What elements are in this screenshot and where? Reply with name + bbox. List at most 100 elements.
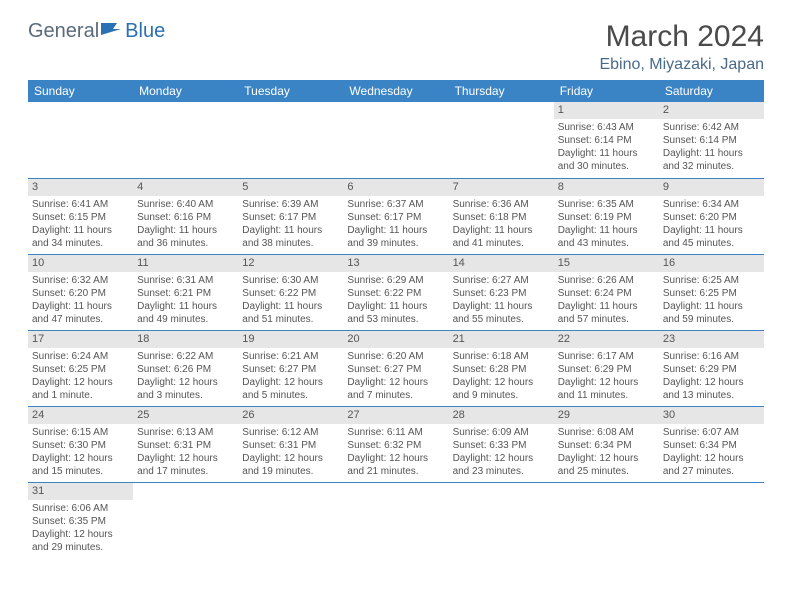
day-number-empty bbox=[659, 483, 764, 500]
calendar-cell: 11Sunrise: 6:31 AMSunset: 6:21 PMDayligh… bbox=[133, 254, 238, 330]
day-details: Sunrise: 6:25 AMSunset: 6:25 PMDaylight:… bbox=[659, 272, 764, 328]
calendar-cell: 18Sunrise: 6:22 AMSunset: 6:26 PMDayligh… bbox=[133, 330, 238, 406]
calendar-cell: 17Sunrise: 6:24 AMSunset: 6:25 PMDayligh… bbox=[28, 330, 133, 406]
calendar-row: 24Sunrise: 6:15 AMSunset: 6:30 PMDayligh… bbox=[28, 406, 764, 482]
day-details: Sunrise: 6:20 AMSunset: 6:27 PMDaylight:… bbox=[343, 348, 448, 404]
day-number: 20 bbox=[343, 331, 448, 348]
day-number: 15 bbox=[554, 255, 659, 272]
calendar-cell: 7Sunrise: 6:36 AMSunset: 6:18 PMDaylight… bbox=[449, 178, 554, 254]
calendar-cell: 16Sunrise: 6:25 AMSunset: 6:25 PMDayligh… bbox=[659, 254, 764, 330]
calendar-row: 3Sunrise: 6:41 AMSunset: 6:15 PMDaylight… bbox=[28, 178, 764, 254]
day-number: 12 bbox=[238, 255, 343, 272]
calendar-cell: 15Sunrise: 6:26 AMSunset: 6:24 PMDayligh… bbox=[554, 254, 659, 330]
calendar-cell: 2Sunrise: 6:42 AMSunset: 6:14 PMDaylight… bbox=[659, 102, 764, 178]
day-number-empty bbox=[343, 102, 448, 119]
calendar-cell: 12Sunrise: 6:30 AMSunset: 6:22 PMDayligh… bbox=[238, 254, 343, 330]
day-number: 31 bbox=[28, 483, 133, 500]
day-details: Sunrise: 6:32 AMSunset: 6:20 PMDaylight:… bbox=[28, 272, 133, 328]
calendar-row: 17Sunrise: 6:24 AMSunset: 6:25 PMDayligh… bbox=[28, 330, 764, 406]
flag-icon bbox=[101, 20, 123, 43]
calendar-cell bbox=[133, 102, 238, 178]
day-details: Sunrise: 6:11 AMSunset: 6:32 PMDaylight:… bbox=[343, 424, 448, 480]
calendar-cell bbox=[343, 482, 448, 558]
weekday-header: Thursday bbox=[449, 80, 554, 102]
calendar-cell bbox=[133, 482, 238, 558]
day-number: 5 bbox=[238, 179, 343, 196]
day-details: Sunrise: 6:34 AMSunset: 6:20 PMDaylight:… bbox=[659, 196, 764, 252]
calendar-cell: 8Sunrise: 6:35 AMSunset: 6:19 PMDaylight… bbox=[554, 178, 659, 254]
calendar-cell: 28Sunrise: 6:09 AMSunset: 6:33 PMDayligh… bbox=[449, 406, 554, 482]
day-details: Sunrise: 6:27 AMSunset: 6:23 PMDaylight:… bbox=[449, 272, 554, 328]
calendar-cell: 10Sunrise: 6:32 AMSunset: 6:20 PMDayligh… bbox=[28, 254, 133, 330]
calendar-table: Sunday Monday Tuesday Wednesday Thursday… bbox=[28, 80, 764, 558]
day-number: 6 bbox=[343, 179, 448, 196]
day-number-empty bbox=[449, 102, 554, 119]
day-details: Sunrise: 6:31 AMSunset: 6:21 PMDaylight:… bbox=[133, 272, 238, 328]
calendar-cell: 29Sunrise: 6:08 AMSunset: 6:34 PMDayligh… bbox=[554, 406, 659, 482]
title-block: March 2024 Ebino, Miyazaki, Japan bbox=[599, 20, 764, 74]
weekday-header: Sunday bbox=[28, 80, 133, 102]
day-details: Sunrise: 6:18 AMSunset: 6:28 PMDaylight:… bbox=[449, 348, 554, 404]
calendar-cell: 5Sunrise: 6:39 AMSunset: 6:17 PMDaylight… bbox=[238, 178, 343, 254]
day-details: Sunrise: 6:07 AMSunset: 6:34 PMDaylight:… bbox=[659, 424, 764, 480]
calendar-cell bbox=[28, 102, 133, 178]
calendar-cell: 26Sunrise: 6:12 AMSunset: 6:31 PMDayligh… bbox=[238, 406, 343, 482]
day-details: Sunrise: 6:35 AMSunset: 6:19 PMDaylight:… bbox=[554, 196, 659, 252]
day-number: 9 bbox=[659, 179, 764, 196]
calendar-cell: 21Sunrise: 6:18 AMSunset: 6:28 PMDayligh… bbox=[449, 330, 554, 406]
day-number: 8 bbox=[554, 179, 659, 196]
day-number-empty bbox=[449, 483, 554, 500]
header: General Blue March 2024 Ebino, Miyazaki,… bbox=[28, 20, 764, 74]
day-number: 21 bbox=[449, 331, 554, 348]
calendar-cell: 6Sunrise: 6:37 AMSunset: 6:17 PMDaylight… bbox=[343, 178, 448, 254]
day-details: Sunrise: 6:42 AMSunset: 6:14 PMDaylight:… bbox=[659, 119, 764, 175]
day-details: Sunrise: 6:39 AMSunset: 6:17 PMDaylight:… bbox=[238, 196, 343, 252]
calendar-cell: 31Sunrise: 6:06 AMSunset: 6:35 PMDayligh… bbox=[28, 482, 133, 558]
day-details: Sunrise: 6:21 AMSunset: 6:27 PMDaylight:… bbox=[238, 348, 343, 404]
day-number: 28 bbox=[449, 407, 554, 424]
day-details: Sunrise: 6:36 AMSunset: 6:18 PMDaylight:… bbox=[449, 196, 554, 252]
calendar-row: 10Sunrise: 6:32 AMSunset: 6:20 PMDayligh… bbox=[28, 254, 764, 330]
calendar-cell bbox=[659, 482, 764, 558]
day-number-empty bbox=[343, 483, 448, 500]
weekday-header: Saturday bbox=[659, 80, 764, 102]
calendar-cell: 27Sunrise: 6:11 AMSunset: 6:32 PMDayligh… bbox=[343, 406, 448, 482]
day-number: 4 bbox=[133, 179, 238, 196]
day-number-empty bbox=[133, 102, 238, 119]
weekday-header: Tuesday bbox=[238, 80, 343, 102]
day-details: Sunrise: 6:12 AMSunset: 6:31 PMDaylight:… bbox=[238, 424, 343, 480]
location-label: Ebino, Miyazaki, Japan bbox=[599, 56, 764, 74]
page-title: March 2024 bbox=[599, 20, 764, 54]
day-number-empty bbox=[554, 483, 659, 500]
day-number: 11 bbox=[133, 255, 238, 272]
calendar-cell: 30Sunrise: 6:07 AMSunset: 6:34 PMDayligh… bbox=[659, 406, 764, 482]
calendar-cell bbox=[554, 482, 659, 558]
day-details: Sunrise: 6:22 AMSunset: 6:26 PMDaylight:… bbox=[133, 348, 238, 404]
logo-text-general: General bbox=[28, 20, 99, 43]
day-details: Sunrise: 6:16 AMSunset: 6:29 PMDaylight:… bbox=[659, 348, 764, 404]
day-details: Sunrise: 6:29 AMSunset: 6:22 PMDaylight:… bbox=[343, 272, 448, 328]
day-number: 17 bbox=[28, 331, 133, 348]
day-number: 14 bbox=[449, 255, 554, 272]
day-details: Sunrise: 6:24 AMSunset: 6:25 PMDaylight:… bbox=[28, 348, 133, 404]
calendar-cell bbox=[238, 102, 343, 178]
calendar-cell bbox=[343, 102, 448, 178]
logo-text-blue: Blue bbox=[125, 20, 165, 43]
day-details: Sunrise: 6:15 AMSunset: 6:30 PMDaylight:… bbox=[28, 424, 133, 480]
day-number-empty bbox=[238, 483, 343, 500]
calendar-row: 31Sunrise: 6:06 AMSunset: 6:35 PMDayligh… bbox=[28, 482, 764, 558]
day-number: 16 bbox=[659, 255, 764, 272]
calendar-cell bbox=[238, 482, 343, 558]
calendar-row: 1Sunrise: 6:43 AMSunset: 6:14 PMDaylight… bbox=[28, 102, 764, 178]
day-details: Sunrise: 6:06 AMSunset: 6:35 PMDaylight:… bbox=[28, 500, 133, 556]
day-number: 29 bbox=[554, 407, 659, 424]
weekday-header: Wednesday bbox=[343, 80, 448, 102]
day-number: 24 bbox=[28, 407, 133, 424]
day-details: Sunrise: 6:26 AMSunset: 6:24 PMDaylight:… bbox=[554, 272, 659, 328]
day-details: Sunrise: 6:41 AMSunset: 6:15 PMDaylight:… bbox=[28, 196, 133, 252]
day-number: 26 bbox=[238, 407, 343, 424]
calendar-cell bbox=[449, 102, 554, 178]
day-number: 10 bbox=[28, 255, 133, 272]
day-number: 13 bbox=[343, 255, 448, 272]
day-number-empty bbox=[28, 102, 133, 119]
